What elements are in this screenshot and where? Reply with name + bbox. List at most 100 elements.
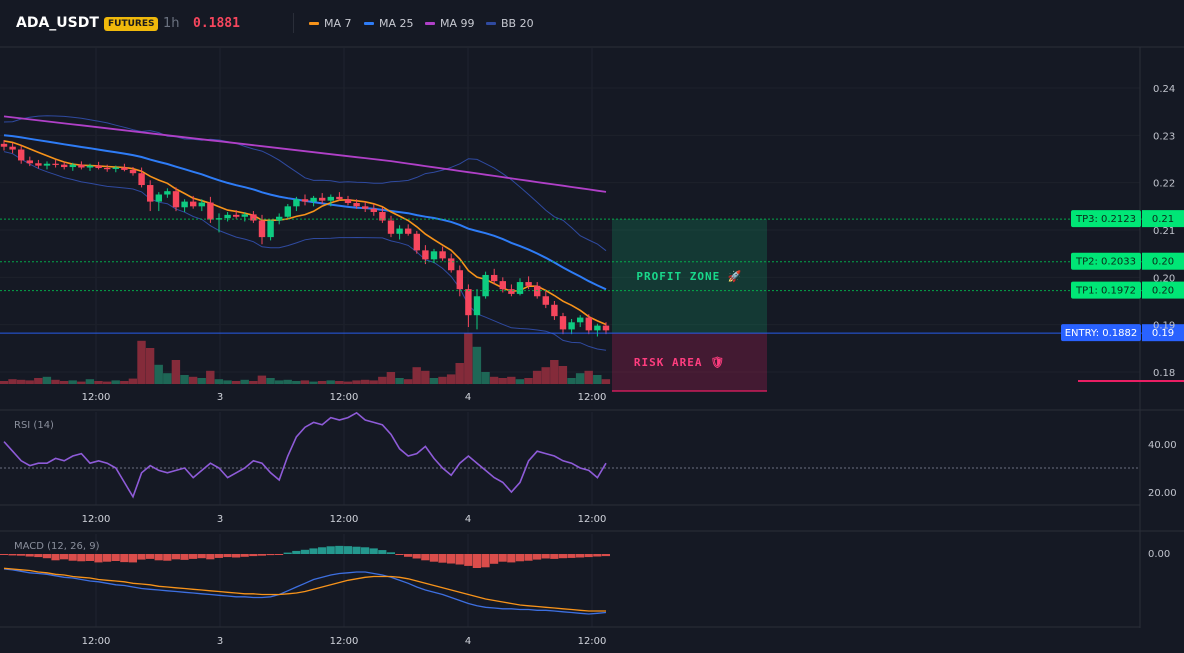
macd-histogram-bar — [447, 554, 456, 564]
volume-bar — [489, 376, 499, 384]
volume-bar — [292, 381, 301, 384]
volume-bar — [240, 379, 249, 384]
level-tag-tp1 — [1071, 281, 1141, 299]
market-type-badge: FUTURES — [104, 17, 159, 31]
candle-body — [413, 233, 420, 251]
ma7-swatch-icon — [309, 22, 319, 25]
time-tick-label: 12:00 — [82, 514, 111, 525]
price-tick-label: 0.23 — [1153, 131, 1175, 142]
legend-ma7-label: MA 7 — [324, 17, 352, 30]
rsi-title: RSI (14) — [14, 420, 54, 431]
macd-histogram-bar — [593, 554, 602, 557]
volume-bar — [94, 381, 103, 384]
profit-zone-label: PROFIT ZONE 🚀 — [636, 270, 742, 283]
macd-histogram-bar — [146, 554, 155, 559]
macd-histogram-bar — [77, 554, 86, 562]
macd-line — [3, 568, 607, 615]
macd-histogram-bar — [8, 554, 17, 556]
macd-histogram-bar — [490, 554, 499, 564]
macd-histogram-bar — [438, 554, 447, 563]
volume-bar — [300, 380, 310, 384]
legend-ma7[interactable]: MA 7 — [309, 17, 352, 30]
time-tick-label: 12:00 — [578, 514, 607, 525]
volume-bar — [197, 378, 206, 384]
candle-body — [336, 196, 343, 200]
volume-bar — [593, 375, 602, 384]
macd-signal-line — [3, 567, 606, 612]
macd-histogram-bar — [326, 546, 335, 554]
axis-tag-label-entry: 0.19 — [1152, 328, 1174, 339]
level-tag-entry — [1061, 324, 1141, 342]
macd-histogram-bar — [283, 552, 292, 554]
volume-bar — [412, 367, 421, 384]
volume-bar — [498, 378, 507, 384]
volume-bar — [438, 376, 447, 384]
macd-histogram-bar — [51, 554, 60, 561]
candle-body — [52, 163, 59, 165]
volume-bar — [34, 378, 43, 384]
candle-body — [250, 214, 257, 221]
volume-bar — [558, 366, 568, 384]
candle-body — [155, 194, 162, 202]
candle-body — [293, 199, 300, 207]
legend-bb20[interactable]: BB 20 — [486, 17, 534, 30]
candle-body — [353, 203, 360, 207]
macd-histogram-bar — [533, 554, 542, 560]
macd-histogram-bar — [524, 554, 533, 561]
volume-bar — [137, 340, 146, 384]
macd-histogram-bar — [395, 554, 404, 555]
volume-bar — [524, 378, 533, 384]
time-axes: 12:00 3 12:00 4 12:00 12:00 3 12:00 4 12:00 12:00 3… — [82, 392, 607, 647]
candle-body — [405, 228, 412, 234]
macd-histogram-bar — [343, 546, 352, 554]
volume-bar — [154, 364, 163, 384]
volume-bar — [309, 381, 318, 384]
volume-bar — [421, 370, 430, 384]
volume-bar — [464, 333, 473, 384]
candle-body — [129, 169, 137, 174]
candle-body — [26, 160, 33, 164]
candle-body — [344, 199, 352, 204]
volume-bar — [446, 374, 456, 384]
volume-bar — [274, 380, 284, 384]
macd-histogram-bar — [550, 554, 559, 559]
legend-ma99-label: MA 99 — [440, 17, 475, 30]
macd-histogram-bar — [249, 554, 258, 557]
macd-histogram-bar — [257, 554, 266, 556]
candle-body — [138, 173, 145, 186]
candle-body — [448, 258, 455, 271]
volume-bar — [128, 378, 138, 384]
axis-tag-label-tp2: 0.20 — [1152, 257, 1174, 268]
volume-bar — [386, 372, 396, 384]
timeframe-selector[interactable]: 1h — [163, 16, 180, 31]
candle-body — [95, 165, 102, 168]
level-tag-label-tp3: TP3: 0.2123 — [1075, 214, 1136, 225]
ma99-line — [3, 115, 607, 193]
risk-zone-label: RISK AREA 🛡 — [634, 356, 725, 369]
candle-body — [61, 164, 68, 168]
candle-body — [104, 167, 111, 170]
ma25-swatch-icon — [364, 22, 374, 25]
legend-ma25-label: MA 25 — [379, 17, 414, 30]
volume-bar — [223, 380, 232, 384]
candle-body — [164, 191, 171, 195]
candle-body — [491, 274, 498, 282]
time-tick-label: 12:00 — [330, 392, 359, 403]
level-tag-tp2 — [1071, 252, 1141, 270]
macd-histogram-bar — [498, 554, 507, 562]
macd-histogram-bar — [558, 554, 567, 559]
volume-bar — [266, 378, 275, 384]
volume-bar — [532, 370, 542, 384]
volume-bar — [51, 379, 60, 384]
macd-histogram-bar — [103, 554, 112, 562]
candle-body — [78, 164, 85, 168]
volume-bar — [257, 375, 267, 384]
legend-ma25[interactable]: MA 25 — [364, 17, 414, 30]
legend-ma99[interactable]: MA 99 — [425, 17, 475, 30]
volume-bar — [326, 380, 335, 384]
symbol-name[interactable]: ADA_USDT — [16, 15, 99, 31]
macd-histogram-bar — [60, 554, 69, 560]
macd-histogram-bar — [386, 552, 395, 554]
candlesticks — [0, 140, 610, 337]
